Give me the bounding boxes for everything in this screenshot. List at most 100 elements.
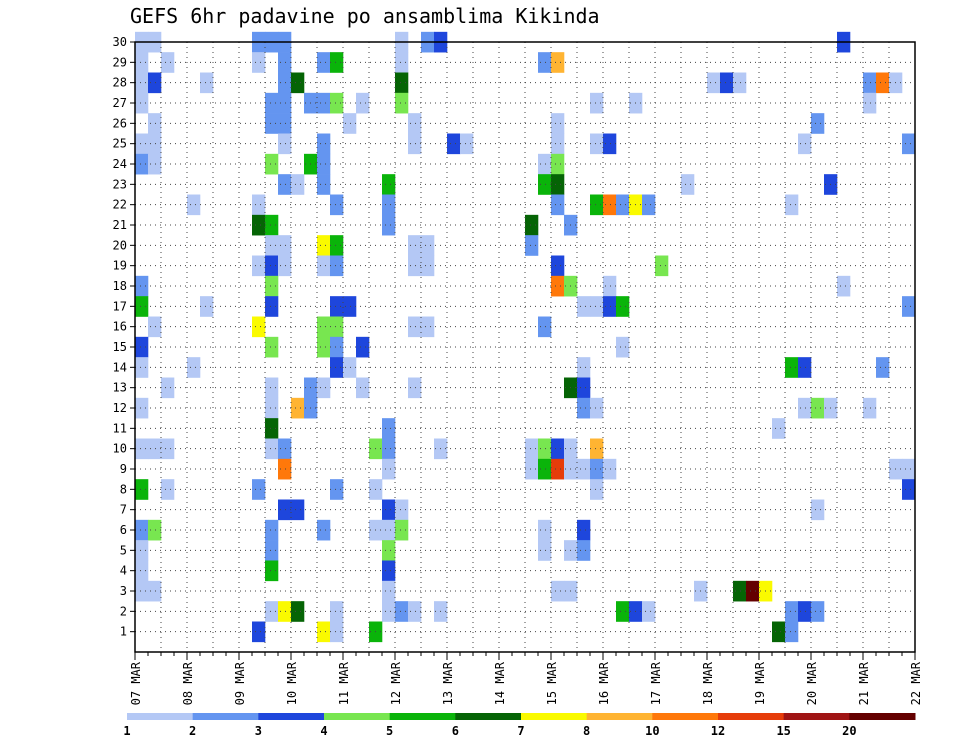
y-tick-label: 2 xyxy=(120,604,127,618)
x-tick-label: 08 MAR xyxy=(181,661,195,705)
colorbar-segment xyxy=(324,713,391,720)
x-tick-label: 18 MAR xyxy=(701,661,715,705)
heatmap-cell xyxy=(421,235,435,256)
heatmap-cell xyxy=(408,133,422,155)
y-tick-label: 15 xyxy=(113,340,127,354)
heatmap-cell xyxy=(382,418,396,439)
y-tick-label: 14 xyxy=(113,360,127,374)
x-tick-label: 09 MAR xyxy=(233,661,247,705)
heatmap-cell xyxy=(317,621,331,643)
heatmap-cell xyxy=(720,72,734,94)
heatmap-cell xyxy=(317,133,331,155)
x-tick-label: 19 MAR xyxy=(753,661,767,705)
colorbar-label: 1 xyxy=(123,724,130,738)
heatmap-cell xyxy=(291,499,305,521)
x-tick-label: 20 MAR xyxy=(805,661,819,705)
heatmap-cell xyxy=(590,92,604,114)
heatmap-cell xyxy=(642,601,656,622)
heatmap-cell xyxy=(278,601,292,622)
heatmap-cell xyxy=(382,438,396,460)
heatmap-cell xyxy=(733,72,747,94)
heatmap-cell xyxy=(811,113,825,134)
heatmap-cell xyxy=(538,153,552,175)
heatmap-cell xyxy=(538,540,552,561)
y-tick-label: 25 xyxy=(113,137,127,151)
colorbar-label: 7 xyxy=(517,724,524,738)
heatmap-cell xyxy=(252,479,266,500)
heatmap-cell xyxy=(395,499,409,521)
heatmap-cell xyxy=(265,235,279,256)
heatmap-cell xyxy=(525,214,539,236)
y-tick-label: 6 xyxy=(120,523,127,537)
colorbar-segment xyxy=(783,713,850,720)
heatmap-cell xyxy=(525,458,539,480)
heatmap-cell xyxy=(135,153,149,175)
heatmap-cell xyxy=(408,113,422,134)
heatmap-cell xyxy=(330,235,344,256)
heatmap-cell xyxy=(265,377,279,399)
y-tick-label: 1 xyxy=(120,625,127,639)
heatmap-cell xyxy=(525,235,539,256)
heatmap-cell xyxy=(577,397,591,419)
heatmap-cell xyxy=(278,113,292,134)
heatmap-cell xyxy=(538,458,552,480)
colorbar-segment xyxy=(389,713,456,720)
heatmap-cell xyxy=(317,153,331,175)
heatmap-cell xyxy=(252,255,266,277)
heatmap-cell xyxy=(317,52,331,73)
heatmap-cell xyxy=(421,255,435,277)
heatmap-cell xyxy=(330,621,344,643)
heatmap-cell xyxy=(265,519,279,541)
heatmap-cell xyxy=(278,174,292,195)
heatmap-cell xyxy=(265,214,279,236)
heatmap-cell xyxy=(148,113,162,134)
heatmap-cell xyxy=(408,255,422,277)
heatmap-cell xyxy=(785,601,799,622)
heatmap-cell xyxy=(148,580,162,602)
x-tick-label: 07 MAR xyxy=(129,661,143,705)
heatmap-cell xyxy=(382,560,396,582)
heatmap-cell xyxy=(785,357,799,378)
heatmap-cell xyxy=(577,458,591,480)
x-tick-label: 13 MAR xyxy=(441,661,455,705)
x-tick-label: 21 MAR xyxy=(857,661,871,705)
heatmap-cell xyxy=(148,72,162,94)
y-tick-label: 17 xyxy=(113,299,127,313)
heatmap-cell xyxy=(291,601,305,622)
colorbar-label: 20 xyxy=(842,724,856,738)
colorbar-label: 2 xyxy=(189,724,196,738)
colorbar-segment xyxy=(455,713,522,720)
heatmap-cell xyxy=(551,52,565,73)
heatmap-cell xyxy=(798,397,812,419)
heatmap-cell xyxy=(538,519,552,541)
heatmap-cell xyxy=(278,438,292,460)
heatmap-cell xyxy=(590,194,604,216)
heatmap-cell xyxy=(603,275,617,297)
heatmap-cell xyxy=(746,580,760,602)
y-tick-label: 18 xyxy=(113,279,127,293)
heatmap-cell xyxy=(733,580,747,602)
heatmap-cell xyxy=(252,316,266,338)
heatmap-cell xyxy=(161,377,175,399)
heatmap-cell xyxy=(148,133,162,155)
colorbar-segment xyxy=(718,713,785,720)
x-tick-label: 17 MAR xyxy=(649,661,663,705)
heatmap-cell xyxy=(252,194,266,216)
heatmap-cell xyxy=(798,133,812,155)
heatmap-cell xyxy=(603,296,617,317)
heatmap-cell xyxy=(707,72,721,94)
heatmap-cell xyxy=(902,458,916,480)
heatmap-cell xyxy=(551,113,565,134)
heatmap-cell xyxy=(330,194,344,216)
heatmap-cell xyxy=(681,174,695,195)
y-tick-label: 11 xyxy=(113,421,127,435)
heatmap-cell xyxy=(265,296,279,317)
heatmap-cell xyxy=(590,438,604,460)
heatmap-cell xyxy=(382,580,396,602)
heatmap-cell xyxy=(551,255,565,277)
heatmap-cell xyxy=(317,336,331,358)
heatmap-cell xyxy=(408,235,422,256)
colorbar-segment xyxy=(521,713,588,720)
heatmap-cell xyxy=(356,377,370,399)
heatmap-cell xyxy=(603,133,617,155)
